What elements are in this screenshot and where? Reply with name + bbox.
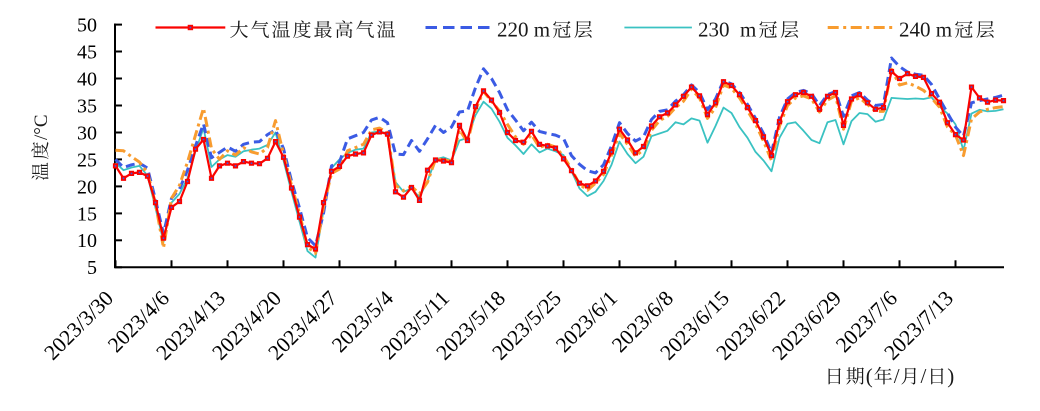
svg-text:25: 25 — [77, 149, 97, 171]
svg-text:(: ( — [866, 364, 873, 388]
svg-text:5: 5 — [87, 257, 97, 279]
svg-text:50: 50 — [77, 15, 97, 37]
svg-text:220 m: 220 m — [497, 18, 550, 42]
svg-text:35: 35 — [77, 95, 97, 117]
svg-text:/: / — [894, 364, 900, 388]
svg-text:40: 40 — [77, 68, 97, 90]
svg-text:15: 15 — [77, 203, 97, 225]
svg-text:45: 45 — [77, 41, 97, 63]
svg-text:2023/6/1: 2023/6/1 — [551, 286, 622, 357]
svg-text:/°C: /°C — [31, 114, 52, 140]
svg-text:): ) — [947, 364, 954, 388]
svg-text:/: / — [921, 364, 927, 388]
svg-text:30: 30 — [77, 122, 97, 144]
svg-text:230 m: 230 m — [698, 18, 756, 42]
svg-text:240 m: 240 m — [899, 18, 952, 42]
svg-text:10: 10 — [77, 230, 97, 252]
svg-text:20: 20 — [77, 176, 97, 198]
svg-text:2023/3/30: 2023/3/30 — [39, 286, 118, 365]
